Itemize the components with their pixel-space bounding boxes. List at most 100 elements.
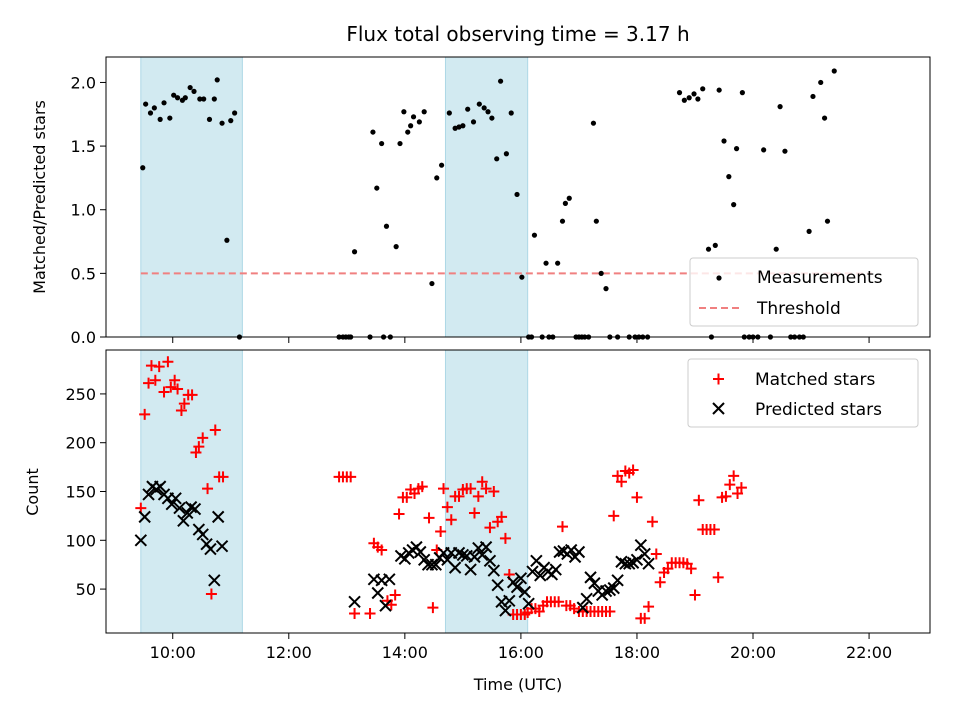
observing-band-1 — [140, 56, 243, 338]
predicted-star-point — [576, 601, 590, 614]
measurement-point — [143, 101, 149, 107]
measurement-point — [818, 79, 824, 86]
matched-star-point — [205, 588, 217, 600]
measurement-point — [603, 286, 609, 292]
predicted-star-point — [588, 577, 601, 590]
predicted-star-point — [169, 492, 182, 505]
predicted-star-point — [456, 548, 470, 562]
matched-star-point — [172, 383, 184, 395]
matched-star-point — [643, 601, 655, 613]
measurement-point — [460, 123, 466, 129]
measurement-point — [351, 249, 358, 255]
measurement-point — [416, 119, 422, 125]
measurement-point — [147, 110, 154, 116]
measurement-point — [695, 96, 701, 102]
predicted-star-point — [208, 574, 221, 587]
predicted-star-point — [634, 538, 648, 552]
measurement-point — [187, 84, 193, 91]
top-panel: 0.00.51.01.52.0 Matched/Predicted stars … — [30, 56, 931, 347]
matched-star-point — [435, 526, 447, 538]
measurement-point — [806, 228, 812, 234]
predicted-star-point — [414, 545, 427, 559]
measurement-point — [543, 260, 549, 266]
measurement-point — [566, 195, 572, 201]
predicted-star-point — [196, 528, 209, 541]
predicted-star-point — [165, 497, 178, 511]
measurement-point — [214, 77, 220, 83]
matched-star-point — [639, 612, 651, 624]
predicted-star-point — [464, 563, 477, 576]
measurement-point — [773, 246, 779, 252]
top-ytick-label: 1.0 — [71, 201, 96, 220]
measurement-point — [721, 138, 727, 144]
measurement-point — [700, 86, 706, 92]
matched-star-point — [650, 548, 662, 560]
matched-star-point — [389, 589, 401, 601]
measurement-point — [593, 218, 599, 224]
measurement-point — [401, 109, 407, 115]
predicted-star-point — [491, 578, 504, 592]
matched-star-point — [465, 483, 477, 495]
matched-star-point — [612, 470, 624, 482]
measurement-point — [228, 118, 234, 124]
measurement-point — [232, 110, 238, 116]
matched-star-point — [496, 511, 508, 523]
matched-star-point — [604, 606, 616, 618]
matched-star-point — [480, 483, 492, 495]
matched-star-point — [472, 490, 484, 502]
bottom-xtick-label: 20:00 — [730, 643, 776, 662]
matched-star-point — [165, 381, 177, 393]
matched-star-point — [468, 507, 480, 519]
measurement-point — [514, 191, 520, 198]
top-ytick-label: 1.5 — [71, 137, 96, 156]
bottom-legend-box — [687, 358, 919, 428]
measurement-point — [731, 202, 737, 208]
predicted-star-point — [142, 488, 155, 501]
measurement-point — [370, 129, 376, 135]
predicted-star-point — [211, 510, 225, 524]
measurement-point — [562, 200, 568, 206]
legend-predicted-label: Predicted stars — [755, 400, 882, 420]
measurement-point — [691, 91, 697, 97]
measurement-point — [686, 95, 692, 101]
bottom-xtick-label: 10:00 — [150, 643, 196, 662]
measurement-point — [476, 101, 482, 107]
matched-star-point — [143, 377, 155, 389]
bottom-panel: 50 100 150 200 250 10:00 12:00 14:00 16:00 18:00… — [23, 349, 931, 694]
measurement-point — [421, 109, 427, 115]
matched-star-point — [209, 424, 221, 436]
matched-star-point — [476, 476, 488, 488]
predicted-star-point — [580, 592, 593, 606]
matched-star-point — [169, 374, 181, 386]
matched-star-point — [416, 481, 428, 493]
measurement-point — [831, 68, 837, 74]
matched-star-point — [438, 483, 450, 495]
x-axis-label: Time (UTC) — [473, 675, 562, 694]
matched-star-point — [453, 490, 465, 502]
bottom-ytick-label: 50 — [76, 580, 96, 599]
predicted-star-point — [188, 502, 202, 516]
measurement-point — [191, 88, 197, 94]
measurement-point — [712, 242, 718, 248]
matched-star-point — [553, 596, 565, 608]
observing-band-2 — [444, 56, 529, 338]
predicted-star-point — [503, 594, 516, 608]
predicted-star-point — [448, 561, 462, 574]
predicted-star-point — [371, 586, 384, 600]
measurement-point — [171, 92, 177, 98]
predicted-star-point — [153, 480, 167, 493]
measurement-point — [676, 90, 683, 96]
top-legend: Measurements Threshold — [689, 257, 919, 327]
measurement-point — [733, 146, 740, 152]
matched-star-point — [197, 432, 209, 444]
measurement-point — [374, 185, 380, 191]
predicted-star-point — [522, 597, 535, 610]
matched-star-point — [615, 476, 627, 488]
top-ytick-label: 0.5 — [71, 264, 96, 283]
predicted-star-point — [603, 583, 617, 597]
predicted-star-point — [642, 557, 655, 570]
matched-star-point — [158, 386, 170, 398]
measurement-point — [782, 148, 788, 154]
matched-star-point — [349, 607, 361, 619]
